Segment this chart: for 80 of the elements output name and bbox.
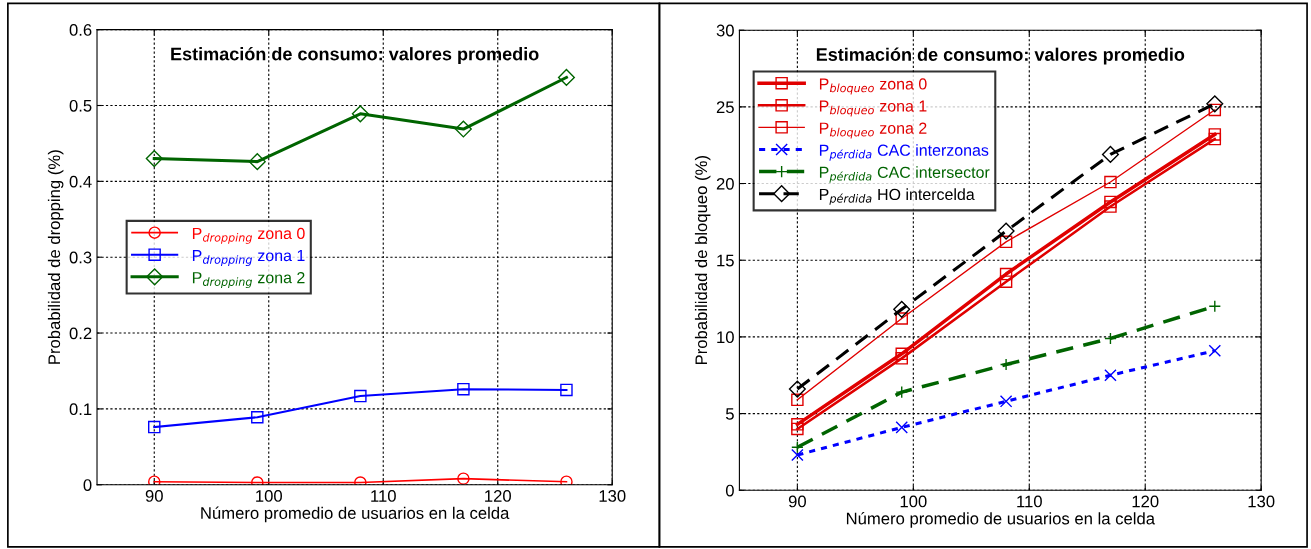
legend-label: P$_{bloqueo}$ zona 2 [819, 122, 927, 139]
legend-label: P$_{bloqueo}$ zona 0 [819, 78, 927, 95]
point [999, 358, 1013, 371]
x-tick-label: 100 [900, 495, 927, 508]
legend-label: P$_{dropping}$ zona 1 [192, 250, 305, 266]
x-tick-label: 90 [145, 490, 163, 502]
x-tick-label: 120 [485, 490, 511, 502]
y-tick-label: 0 [83, 479, 92, 491]
point [1208, 299, 1222, 313]
y-tick-label: 0.3 [69, 251, 92, 264]
legend-label: P$_{pérdida}$ CAC interzonas [819, 144, 989, 161]
point [1208, 128, 1222, 141]
point [1104, 195, 1117, 209]
x-tick-label: 130 [1248, 495, 1275, 508]
point [999, 235, 1013, 249]
y-tick-label: 30 [716, 24, 734, 37]
point [997, 222, 1015, 240]
y-tick-label: 0 [725, 484, 734, 497]
point [999, 267, 1013, 281]
point [148, 420, 161, 434]
text: Estimación de consumo: valores promedio [816, 47, 1185, 65]
point [791, 422, 804, 436]
x-axis-title: Número promedio de usuarios en la celda [846, 512, 1156, 528]
point [1208, 132, 1222, 146]
y-tick-label: 0.1 [69, 403, 92, 416]
point [791, 448, 804, 462]
legend-label: P$_{pérdida}$ HO intercelda [819, 188, 975, 205]
x-tick-label: 110 [371, 490, 396, 502]
y-tick-label: 10 [717, 331, 734, 344]
x-tick-label: 100 [256, 490, 283, 502]
point [351, 105, 369, 123]
point [1104, 368, 1117, 382]
point [895, 385, 908, 399]
legend-label: P$_{dropping}$ zona 2 [192, 271, 305, 289]
point [145, 150, 163, 168]
point [893, 300, 911, 318]
point [791, 441, 804, 454]
point [248, 153, 266, 171]
point [1208, 103, 1222, 117]
point [1101, 145, 1119, 163]
legend-label: P$_{dropping}$ zona 0 [192, 227, 305, 244]
point [1104, 175, 1117, 189]
y-axis-title: Probabilidad de bloqueo (%) [694, 156, 711, 365]
y-tick-label: 0.2 [69, 327, 92, 340]
point [354, 389, 367, 403]
point [895, 312, 908, 325]
point [791, 418, 804, 431]
y-axis-title: Probabilidad de dropping (%) [47, 150, 64, 364]
point [895, 421, 908, 434]
y-tick-label: 20 [716, 177, 734, 190]
y-tick-label: 5 [725, 408, 734, 420]
text: Estimación de consumo: valores promedio [171, 46, 539, 64]
x-tick-label: 90 [788, 495, 806, 508]
point [557, 68, 575, 86]
point [148, 475, 161, 485]
legend-label: P$_{pérdida}$ CAC intersector [819, 166, 990, 183]
x-tick-label: 130 [599, 490, 626, 502]
point [457, 472, 470, 485]
point [1206, 95, 1224, 113]
legend-label: P$_{bloqueo}$ zona 1 [819, 100, 927, 117]
point [560, 475, 573, 485]
point [999, 275, 1013, 288]
y-tick-label: 0.6 [69, 24, 92, 36]
point [999, 395, 1013, 408]
point [251, 411, 264, 424]
y-tick-label: 0.4 [69, 175, 92, 188]
y-tick-label: 25 [716, 101, 734, 114]
x-axis-title: Número promedio de usuarios en la celda [201, 506, 510, 523]
x-tick-label: 110 [1017, 495, 1042, 508]
point [791, 393, 804, 407]
point [560, 383, 573, 397]
point [457, 382, 470, 396]
point [1104, 200, 1117, 213]
y-tick-label: 15 [717, 254, 734, 267]
point [1208, 344, 1222, 357]
y-tick-label: 0.5 [69, 99, 92, 112]
point [454, 120, 472, 138]
point [1104, 332, 1117, 345]
x-tick-label: 120 [1132, 495, 1159, 508]
point [788, 380, 806, 398]
